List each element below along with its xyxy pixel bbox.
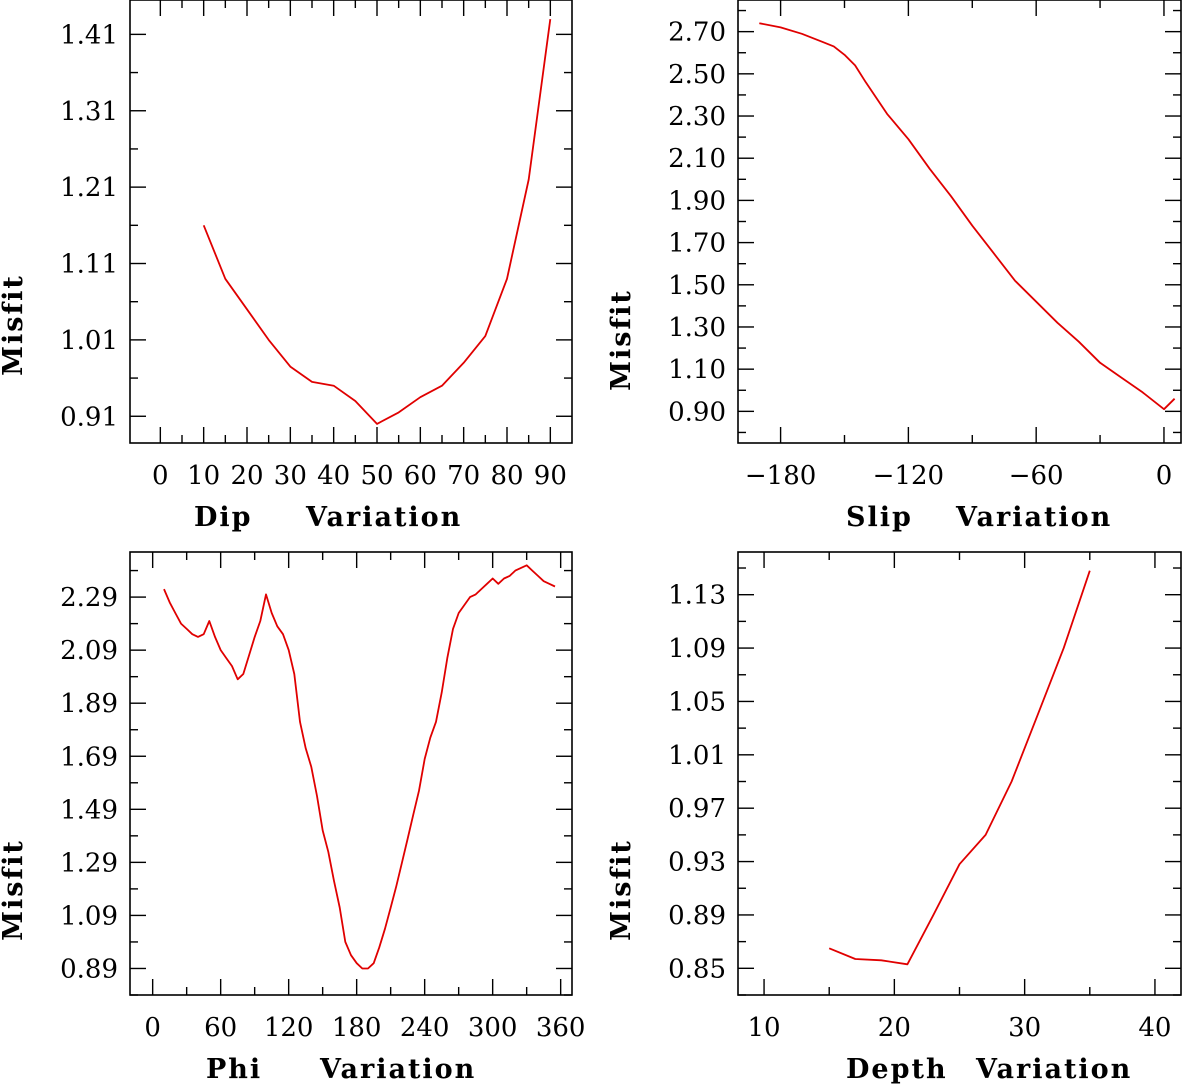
slip-x-tick-label: −120 xyxy=(873,461,944,491)
slip-x-tick-label: −60 xyxy=(1009,461,1064,491)
dip-x-tick-label: 20 xyxy=(230,461,263,491)
phi-x-tick-label: 180 xyxy=(332,1013,382,1043)
slip-xlabel-word2: Variation xyxy=(955,502,1112,533)
dip-xlabel-word1: Dip xyxy=(194,502,253,533)
depth-ylabel: Misfit xyxy=(606,839,637,941)
phi-y-tick-label: 1.29 xyxy=(60,848,118,878)
depth-y-tick-label: 0.97 xyxy=(668,794,726,824)
phi-tick-labels: 0 60 120 180 240 300 360 0.89 1.09 1.29 1.49 1.69 1.… xyxy=(60,583,585,1043)
slip-y-tick-label: 1.90 xyxy=(668,186,726,216)
phi-y-tick-label: 2.29 xyxy=(60,583,118,613)
depth-xlabel-word1: Depth xyxy=(846,1054,948,1085)
dip-ylabel: Misfit xyxy=(0,274,29,376)
dip-y-tick-label: 1.31 xyxy=(60,97,118,127)
dip-ticks xyxy=(130,0,572,443)
phi-plot-frame xyxy=(129,551,573,996)
dip-series-line xyxy=(202,18,552,425)
dip-x-tick-label: 90 xyxy=(534,461,567,491)
slip-y-tick-label: 2.10 xyxy=(668,144,726,174)
phi-ylabel: Misfit xyxy=(0,839,29,941)
depth-panel: 10 20 30 40 0.85 0.89 0.93 0.97 1.01 1.05 1.09 1.13… xyxy=(606,551,1182,1085)
dip-x-tick-label: 60 xyxy=(404,461,437,491)
dip-x-tick-label: 50 xyxy=(360,461,393,491)
phi-xlabel-word2: Variation xyxy=(319,1054,476,1085)
slip-y-tick-label: 0.90 xyxy=(668,397,726,427)
depth-y-tick-label: 1.13 xyxy=(668,581,726,611)
slip-plot-frame xyxy=(737,0,1182,444)
depth-xlabel-word2: Variation xyxy=(975,1054,1132,1085)
slip-y-tick-label: 2.70 xyxy=(668,18,726,48)
depth-x-tick-label: 20 xyxy=(878,1013,911,1043)
phi-y-tick-label: 1.49 xyxy=(60,795,118,825)
dip-x-tick-label: 80 xyxy=(490,461,523,491)
slip-y-tick-label: 1.10 xyxy=(668,355,726,385)
dip-xlabel-word2: Variation xyxy=(305,502,462,533)
dip-x-tick-label: 40 xyxy=(317,461,350,491)
depth-ticks xyxy=(738,552,1181,996)
phi-y-tick-label: 1.69 xyxy=(60,742,118,772)
dip-y-tick-label: 1.11 xyxy=(60,250,118,280)
slip-y-tick-label: 1.50 xyxy=(668,271,726,301)
phi-x-tick-label: 60 xyxy=(204,1013,237,1043)
phi-y-tick-label: 1.09 xyxy=(60,901,118,931)
dip-panel: 0 10 20 30 40 50 60 70 80 90 0.91 1.01 1.11 1.21 1.31 1… xyxy=(0,0,573,533)
phi-x-tick-label: 120 xyxy=(264,1013,314,1043)
slip-y-tick-label: 2.50 xyxy=(668,60,726,90)
phi-x-tick-label: 360 xyxy=(536,1013,586,1043)
depth-y-tick-label: 1.01 xyxy=(668,741,726,771)
dip-y-tick-label: 1.21 xyxy=(60,173,118,203)
slip-x-tick-label: 0 xyxy=(1156,461,1173,491)
dip-y-tick-label: 1.41 xyxy=(60,20,118,50)
dip-x-tick-label: 0 xyxy=(152,461,169,491)
phi-x-tick-label: 240 xyxy=(400,1013,450,1043)
dip-plot-frame xyxy=(129,0,573,444)
depth-y-tick-label: 1.05 xyxy=(668,687,726,717)
slip-y-tick-label: 1.70 xyxy=(668,229,726,259)
phi-xlabel-word1: Phi xyxy=(206,1054,262,1085)
slip-y-tick-label: 1.30 xyxy=(668,313,726,343)
phi-y-tick-label: 0.89 xyxy=(60,954,118,984)
depth-series-line xyxy=(828,570,1091,966)
phi-y-tick-label: 1.89 xyxy=(60,689,118,719)
slip-ticks xyxy=(738,0,1181,443)
depth-x-tick-label: 40 xyxy=(1138,1013,1171,1043)
depth-y-tick-label: 0.85 xyxy=(668,954,726,984)
slip-xlabel-word1: Slip xyxy=(846,502,913,533)
dip-tick-labels: 0 10 20 30 40 50 60 70 80 90 0.91 1.01 1.11 1.21 1.31 1… xyxy=(60,20,567,491)
phi-panel: 0 60 120 180 240 300 360 0.89 1.09 1.29 1.49 1.69 1.… xyxy=(0,551,585,1085)
depth-y-tick-label: 0.89 xyxy=(668,901,726,931)
phi-series-line xyxy=(163,564,556,970)
depth-y-tick-label: 0.93 xyxy=(668,848,726,878)
depth-x-tick-label: 30 xyxy=(1008,1013,1041,1043)
dip-x-tick-label: 10 xyxy=(187,461,220,491)
slip-panel: −180 −120 −60 0 0.90 1.10 1.30 1.50 1.70 1.90 2.10… xyxy=(606,0,1182,533)
depth-plot-frame xyxy=(737,551,1182,996)
phi-x-tick-label: 300 xyxy=(468,1013,518,1043)
phi-y-tick-label: 2.09 xyxy=(60,636,118,666)
dip-y-tick-label: 0.91 xyxy=(60,402,118,432)
slip-tick-labels: −180 −120 −60 0 0.90 1.10 1.30 1.50 1.70 1.90 2.10… xyxy=(668,18,1172,491)
phi-ticks xyxy=(130,552,572,996)
slip-ylabel: Misfit xyxy=(606,289,637,391)
phi-x-tick-label: 0 xyxy=(144,1013,161,1043)
depth-x-tick-label: 10 xyxy=(748,1013,781,1043)
slip-x-tick-label: −180 xyxy=(745,461,816,491)
dip-y-tick-label: 1.01 xyxy=(60,326,118,356)
slip-series-line xyxy=(759,22,1176,411)
depth-tick-labels: 10 20 30 40 0.85 0.89 0.93 0.97 1.01 1.05 1.09 1.13 xyxy=(668,581,1171,1043)
dip-x-tick-label: 30 xyxy=(274,461,307,491)
depth-y-tick-label: 1.09 xyxy=(668,634,726,664)
dip-x-tick-label: 70 xyxy=(447,461,480,491)
slip-y-tick-label: 2.30 xyxy=(668,102,726,132)
